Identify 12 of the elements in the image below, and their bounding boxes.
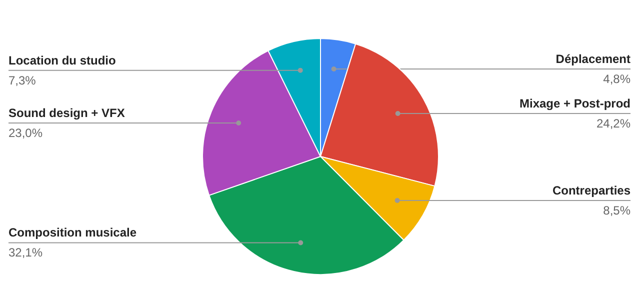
slice-label: Contreparties	[552, 184, 631, 198]
slice-label: Mixage + Post-prod	[519, 96, 631, 110]
data-label: 24,2%	[596, 116, 631, 130]
data-label: 8,5%	[603, 204, 631, 218]
slice-label: Sound design + VFX	[8, 106, 125, 120]
data-label: 4,8%	[603, 72, 631, 86]
data-label: 23,0%	[8, 126, 43, 140]
slice-label: Déplacement	[556, 52, 631, 66]
data-label: 32,1%	[8, 246, 43, 260]
slice-label: Location du studio	[8, 53, 116, 68]
slice-label: Composition musicale	[8, 226, 137, 240]
data-label: 7,3%	[8, 73, 36, 88]
